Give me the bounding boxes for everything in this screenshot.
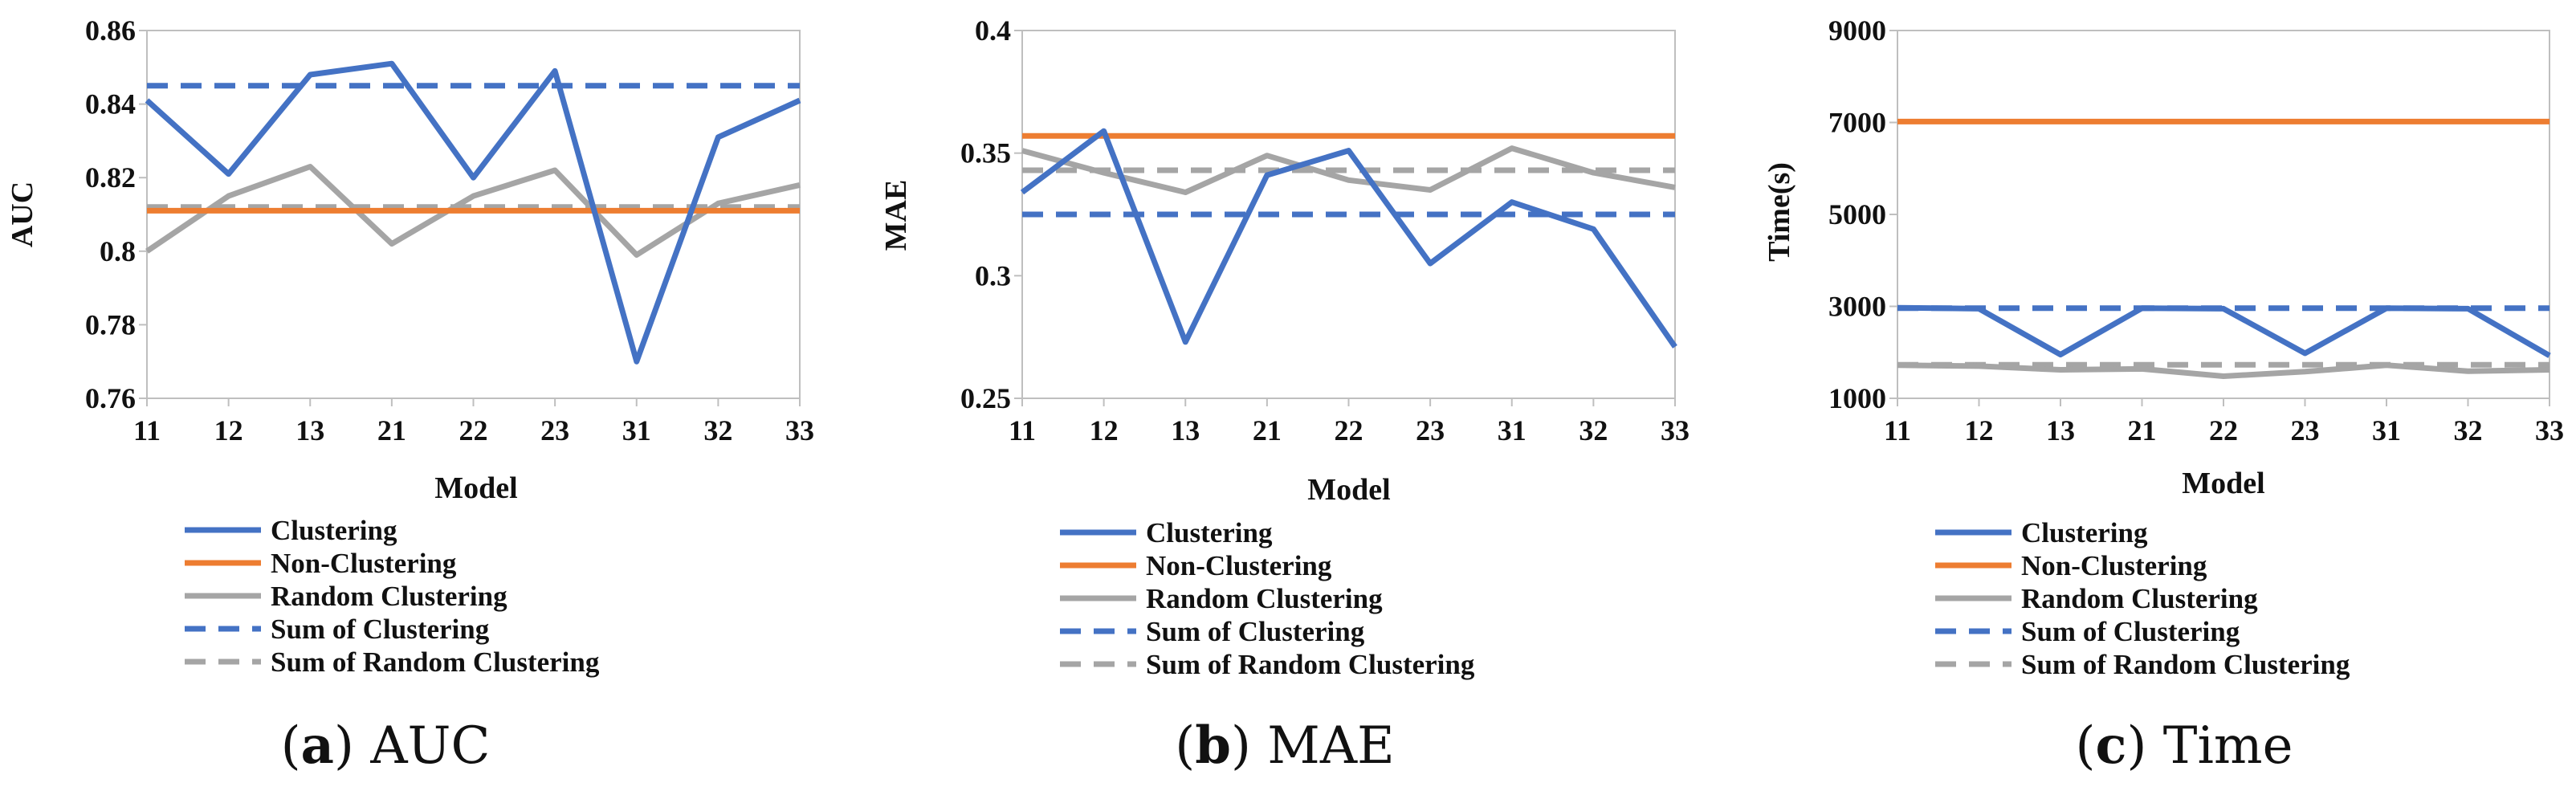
legend-label-sum_random_clustering: Sum of Random Clustering — [2021, 649, 2350, 680]
legend-label-sum_clustering: Sum of Clustering — [1146, 616, 1365, 647]
legend-label-random_clustering: Random Clustering — [2021, 583, 2258, 614]
y-tick-label: 5000 — [1828, 198, 1886, 230]
y-axis-label: Time(s) — [1763, 162, 1796, 262]
y-tick-label: 0.35 — [960, 137, 1011, 169]
caption-paren: ( — [281, 716, 301, 776]
series-line-clustering — [1020, 128, 1677, 349]
x-tick-label: 32 — [703, 414, 732, 446]
x-axis-label: Model — [434, 471, 517, 505]
x-tick-label: 23 — [540, 414, 569, 446]
caption-paren: ) — [334, 716, 354, 776]
caption-letter-bold: b — [1195, 716, 1231, 776]
x-tick-label: 13 — [1171, 414, 1200, 446]
caption-letter: (b) — [1175, 716, 1251, 776]
x-tick-label: 22 — [2209, 414, 2238, 446]
legend-label-sum_clustering: Sum of Clustering — [271, 614, 490, 645]
x-tick-label: 21 — [377, 414, 406, 446]
caption-letter-bold: a — [301, 716, 334, 776]
x-tick-label: 21 — [2128, 414, 2157, 446]
x-tick-label: 31 — [2372, 414, 2401, 446]
legend-label-non_clustering: Non-Clustering — [1146, 550, 1332, 581]
chart-panel-c: 1000 3000 5000 7000 9000 11 12 13 21 22 23 31 32 33 Mo… — [1763, 14, 2564, 776]
legend-label-sum_random_clustering: Sum of Random Clustering — [271, 646, 600, 678]
x-axis-label: Model — [2182, 467, 2264, 500]
x-tick-label: 32 — [2454, 414, 2483, 446]
y-tick-label: 0.76 — [85, 382, 136, 414]
legend-label-sum_random_clustering: Sum of Random Clustering — [1146, 649, 1475, 680]
caption-text: Time — [2146, 716, 2293, 776]
y-tick-label: 0.84 — [85, 88, 136, 120]
x-tick-label: 22 — [1335, 414, 1363, 446]
x-tick-label: 23 — [2291, 414, 2320, 446]
panel-caption: (c) Time — [2076, 716, 2293, 776]
y-axis-label: AUC — [6, 181, 39, 247]
legend-label-clustering: Clustering — [2021, 517, 2148, 548]
x-tick-label: 11 — [133, 414, 161, 446]
legend-label-non_clustering: Non-Clustering — [271, 548, 457, 579]
y-tick-label: 0.82 — [85, 161, 136, 194]
x-tick-label: 12 — [1090, 414, 1119, 446]
x-tick-label: 33 — [1661, 414, 1689, 446]
caption-paren: ) — [1231, 716, 1251, 776]
legend-label-random_clustering: Random Clustering — [271, 581, 507, 612]
y-axis-label: MAE — [879, 180, 913, 251]
x-tick-label: 13 — [2046, 414, 2075, 446]
series-line-clustering — [1897, 304, 2551, 358]
series-line-random-clustering — [1897, 362, 2550, 379]
caption-paren: ) — [2126, 716, 2146, 776]
x-tick-label: 11 — [1009, 414, 1036, 446]
x-tick-label: 32 — [1579, 414, 1608, 446]
caption-paren: ( — [2076, 716, 2096, 776]
y-tick-label: 7000 — [1828, 107, 1886, 139]
y-tick-label: 1000 — [1828, 382, 1886, 414]
chart-panel-a: 0.76 0.78 0.8 0.82 0.84 0.86 11 12 13 21 22 23 31 32 3… — [6, 14, 814, 776]
caption-letter-bold: c — [2095, 716, 2126, 776]
legend-label-sum_clustering: Sum of Clustering — [2021, 616, 2240, 647]
x-tick-label: 33 — [2535, 414, 2564, 446]
plot-frame — [1897, 30, 2550, 399]
x-tick-label: 22 — [459, 414, 488, 446]
legend-label-random_clustering: Random Clustering — [1146, 583, 1383, 614]
series-line-clustering — [145, 60, 801, 365]
x-axis-label: Model — [1307, 473, 1390, 507]
legend-label-non_clustering: Non-Clustering — [2021, 550, 2207, 581]
caption-letter: (c) — [2076, 716, 2147, 776]
chart-panel-b: 0.25 0.3 0.35 0.4 11 12 13 21 22 23 31 32 33 Model MAE… — [879, 14, 1689, 776]
x-tick-label: 23 — [1416, 414, 1445, 446]
caption-letter: (a) — [281, 716, 354, 776]
y-tick-label: 0.4 — [975, 14, 1011, 47]
caption-text: MAE — [1251, 716, 1395, 776]
x-tick-label: 31 — [622, 414, 651, 446]
y-tick-label: 9000 — [1828, 14, 1886, 47]
caption-paren: ( — [1175, 716, 1195, 776]
y-tick-label: 3000 — [1828, 291, 1886, 323]
legend-label-clustering: Clustering — [271, 515, 397, 546]
series-line-random-clustering — [1021, 145, 1676, 195]
y-tick-label: 0.78 — [85, 308, 136, 340]
panel-caption: (b) MAE — [1175, 716, 1395, 776]
series-line-random-clustering — [145, 164, 801, 258]
x-tick-label: 21 — [1253, 414, 1282, 446]
legend-label-clustering: Clustering — [1146, 517, 1273, 548]
panel-caption: (a) AUC — [281, 716, 491, 776]
caption-text: AUC — [354, 716, 490, 776]
x-tick-label: 12 — [1965, 414, 1994, 446]
x-tick-label: 13 — [296, 414, 324, 446]
x-tick-label: 11 — [1884, 414, 1911, 446]
x-tick-label: 33 — [785, 414, 814, 446]
x-tick-label: 31 — [1498, 414, 1526, 446]
x-tick-label: 12 — [214, 414, 243, 446]
y-tick-label: 0.86 — [85, 14, 136, 47]
y-tick-label: 0.25 — [960, 382, 1011, 414]
y-tick-label: 0.8 — [100, 235, 136, 267]
y-tick-label: 0.3 — [975, 259, 1011, 292]
